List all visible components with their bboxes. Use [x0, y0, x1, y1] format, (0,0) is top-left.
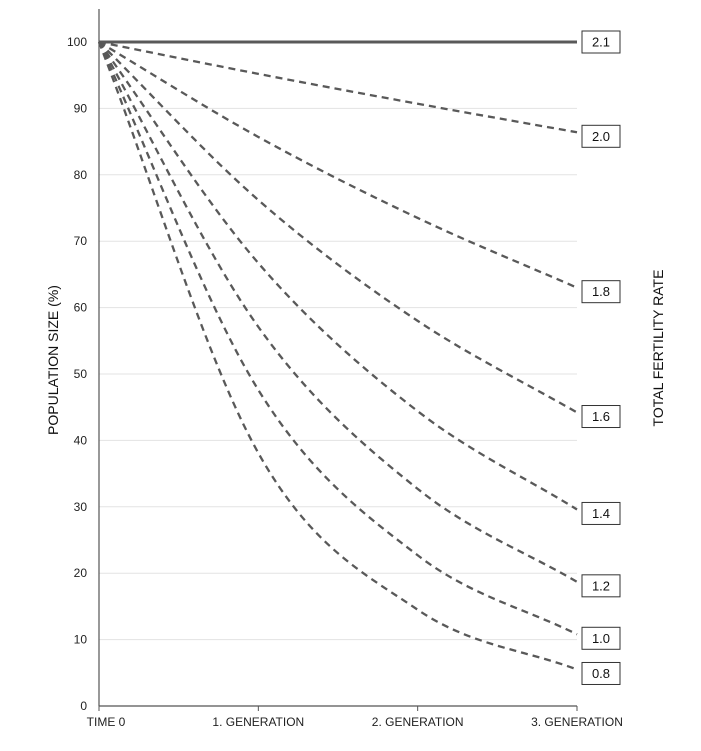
y-tick-label: 30 [74, 500, 88, 514]
end-label-text: 1.6 [592, 409, 610, 424]
y-tick-label: 20 [74, 566, 88, 580]
series-end-label: 0.8 [581, 661, 621, 685]
end-labels: 2.1 2.0 1.8 1.6 1.4 1.2 1.0 0.8 [581, 30, 621, 685]
end-label-box [581, 405, 621, 429]
series-line-1-0 [97, 41, 578, 636]
end-label-box [581, 574, 621, 598]
end-label-text: 1.0 [592, 631, 610, 646]
y-tick-label: 10 [74, 633, 88, 647]
series-end-label: 1.6 [581, 405, 621, 429]
y-tick-label: 70 [74, 234, 88, 248]
x-tick-label: 2. GENERATION [372, 715, 464, 729]
x-tick-label: TIME 0 [87, 715, 126, 729]
gridlines [99, 41, 577, 641]
end-label-box [581, 501, 621, 525]
y-tick-label: 50 [74, 367, 88, 381]
series-line-2-0 [98, 40, 578, 134]
end-label-box [581, 280, 621, 304]
end-label-box [581, 626, 621, 650]
series-line-1-2 [97, 41, 578, 583]
series-end-label: 2.0 [581, 124, 621, 148]
end-label-text: 0.8 [592, 666, 610, 681]
x-tick-label: 1. GENERATION [212, 715, 304, 729]
end-label-text: 2.1 [592, 35, 610, 50]
end-label-text: 1.8 [592, 284, 610, 299]
y-tick-label: 40 [74, 433, 88, 447]
y-tick-label: 100 [67, 35, 87, 49]
y-tick-label: 80 [74, 168, 88, 182]
end-label-text: 1.4 [592, 506, 610, 521]
series-line-1-4 [98, 41, 578, 511]
series-line-0-8 [97, 41, 578, 671]
right-axis-title: TOTAL FERTILITY RATE [650, 270, 666, 427]
end-label-text: 1.2 [592, 578, 610, 593]
end-label-box [581, 124, 621, 148]
series-end-label: 2.1 [581, 30, 621, 54]
y-tick-label: 0 [80, 699, 87, 713]
series-line-1-6 [98, 41, 578, 414]
x-tick-label: 3. GENERATION [531, 715, 623, 729]
y-axis-title: POPULATION SIZE (%) [45, 285, 61, 435]
series-end-label: 1.2 [581, 574, 621, 598]
end-label-box [581, 661, 621, 685]
series-line-1-8 [98, 41, 578, 289]
series-end-label: 1.8 [581, 280, 621, 304]
y-tick-label: 90 [74, 101, 88, 115]
series-lines [97, 40, 578, 671]
end-label-text: 2.0 [592, 129, 610, 144]
series-end-label: 1.0 [581, 626, 621, 650]
end-label-box [581, 30, 621, 54]
axes: 0 10 20 30 40 50 60 70 80 90 100 TIME 0 1. GENERATIO… [67, 9, 623, 729]
series-end-label: 1.4 [581, 501, 621, 525]
y-tick-label: 60 [74, 301, 88, 315]
